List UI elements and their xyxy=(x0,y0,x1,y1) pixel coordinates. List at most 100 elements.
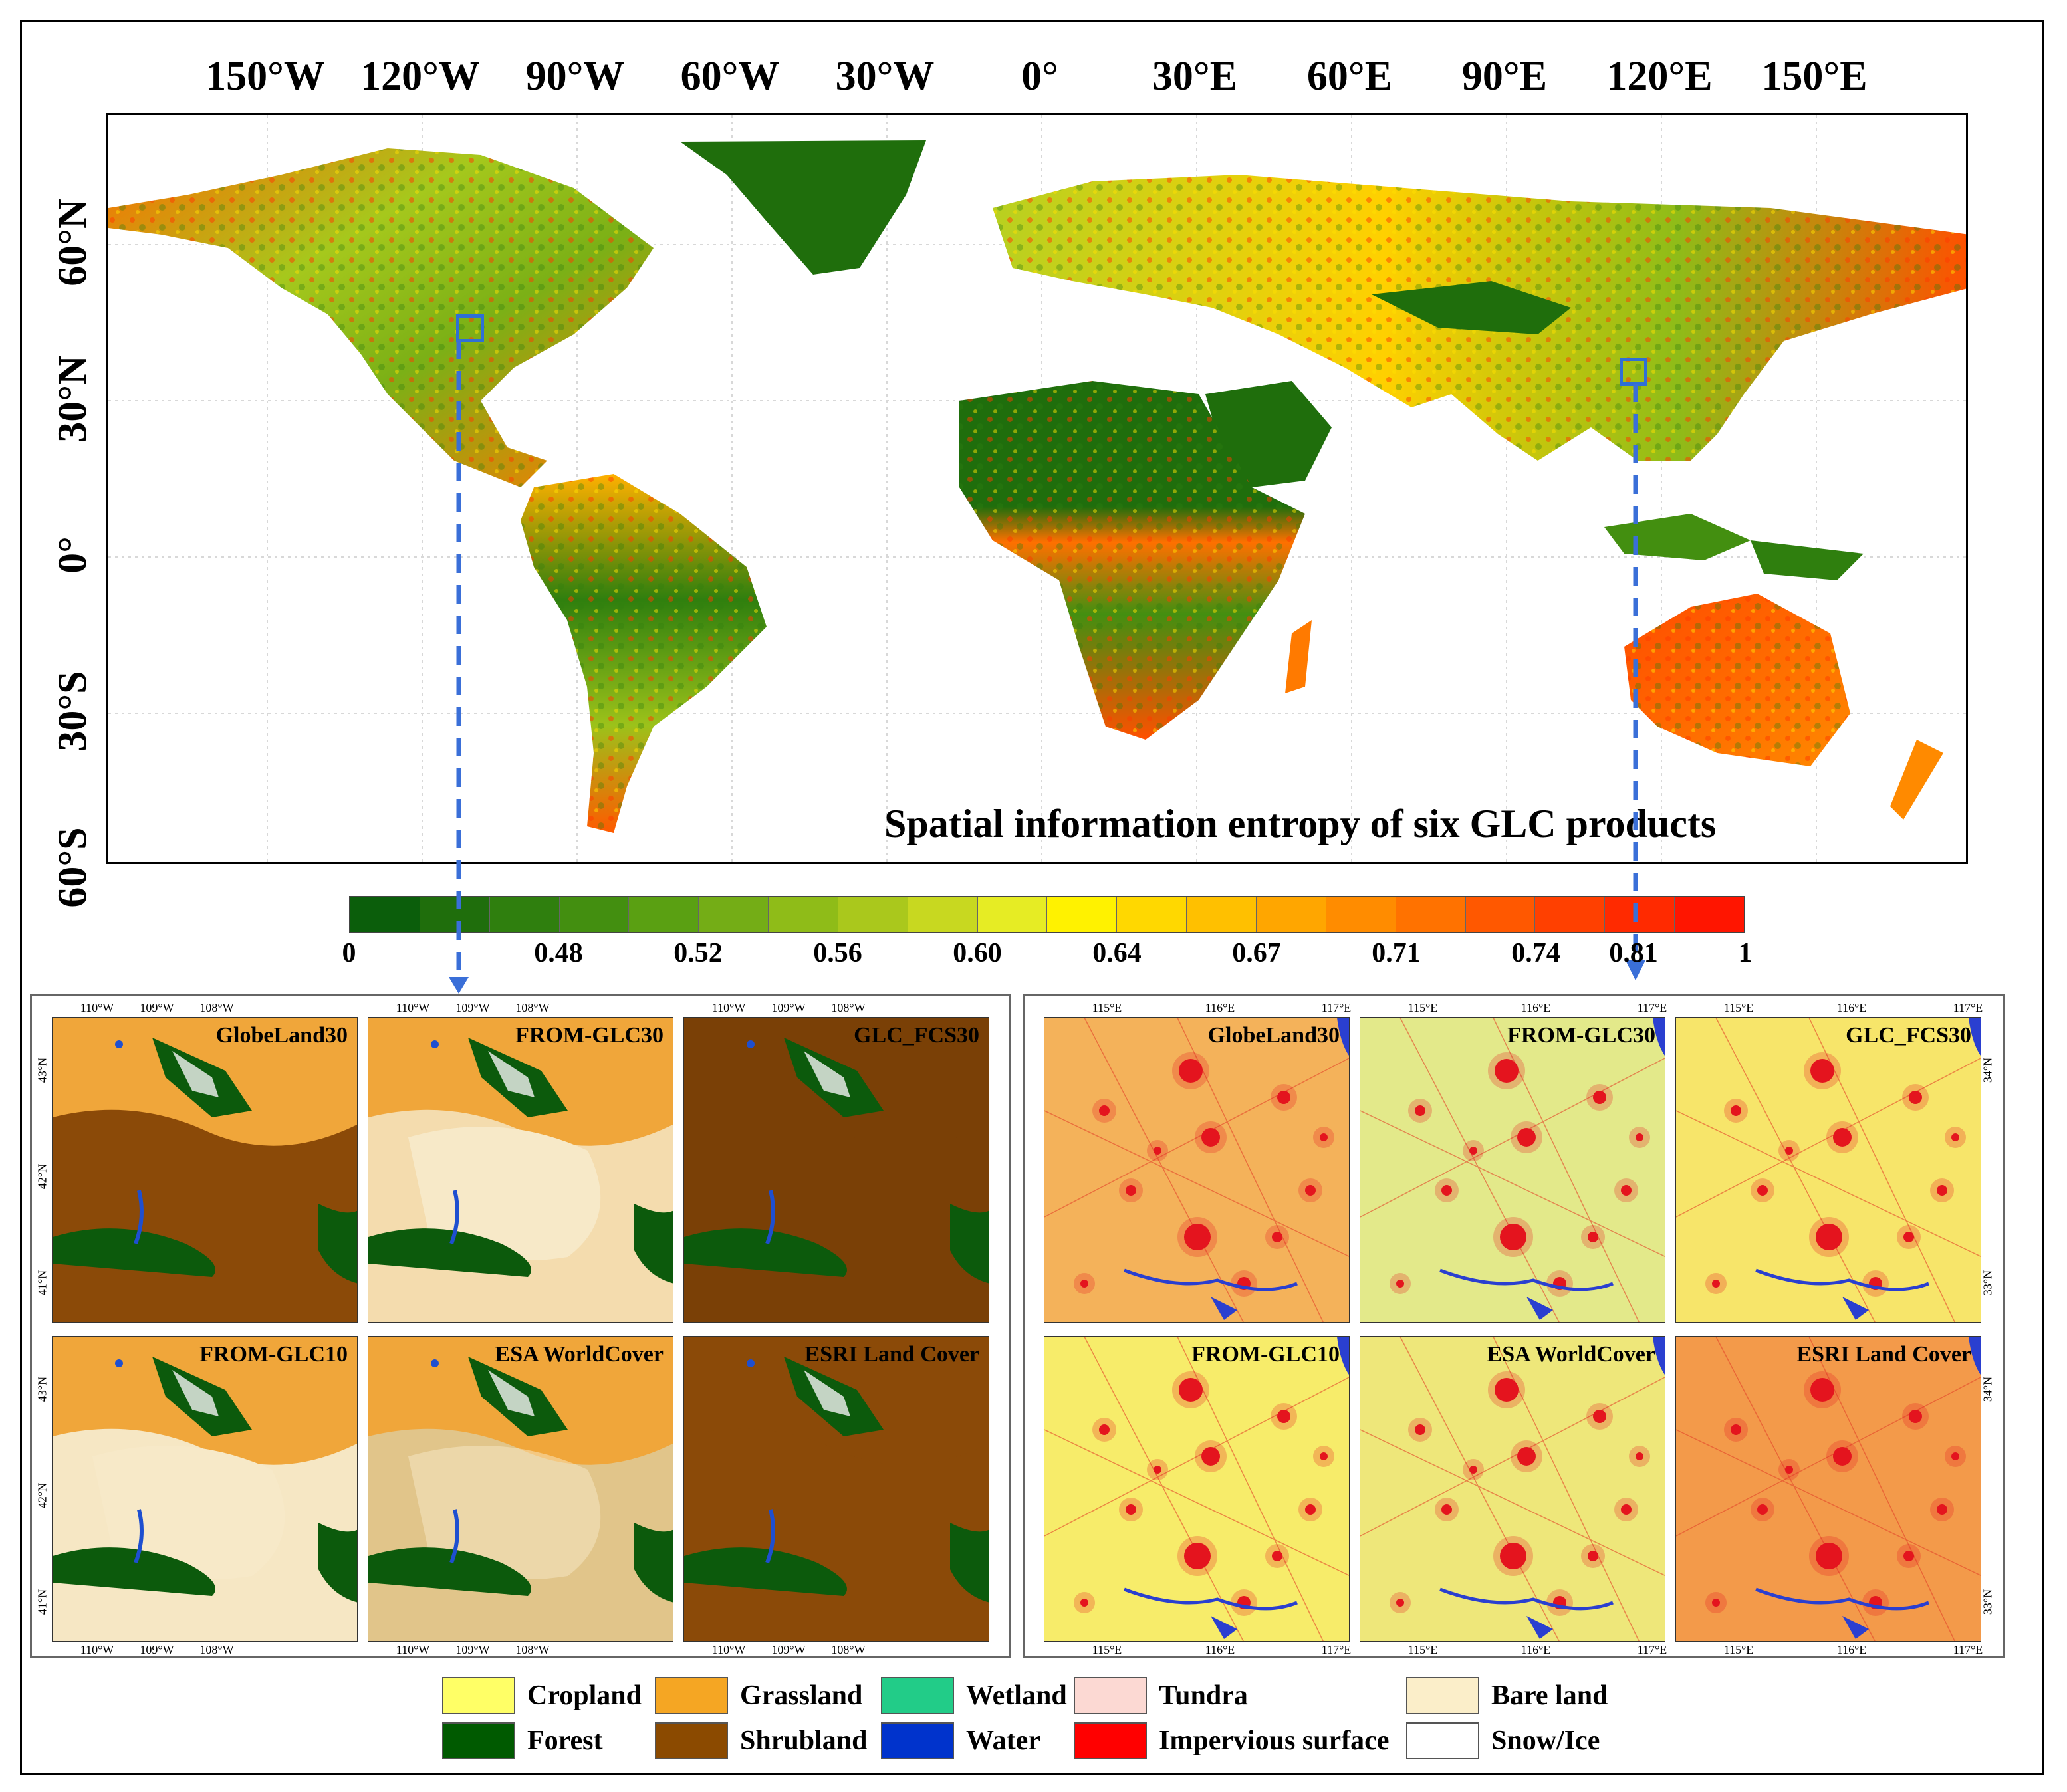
legend-label: Water xyxy=(966,1726,1040,1756)
colorbar-segment xyxy=(1047,897,1118,932)
longitude-label: 120°E xyxy=(1606,54,1713,99)
latitude-label: 30°S xyxy=(50,671,96,752)
tile-lon-tick: 108°W xyxy=(831,1643,866,1656)
land-cover-tile: GlobeLand30 xyxy=(1044,1017,1350,1323)
tile-lon-tick: 108°W xyxy=(831,1001,866,1014)
colorbar-tick-label: 0.81 xyxy=(1609,938,1658,968)
land-cover-tile: GLC_FCS30 xyxy=(1675,1017,1981,1323)
legend-swatch xyxy=(1406,1722,1479,1759)
longitude-label: 120°W xyxy=(360,54,480,99)
land-cover-tile: FROM-GLC30 xyxy=(368,1017,673,1323)
tile-lon-tick: 110°W xyxy=(396,1643,430,1656)
longitude-label: 90°W xyxy=(525,54,625,99)
tile-lat-tick: 42°N xyxy=(35,1163,49,1190)
tile-lon-tick: 115°E xyxy=(1723,1643,1754,1656)
latitude-label: 30°N xyxy=(50,355,96,443)
map-title: Spatial information entropy of six GLC p… xyxy=(884,802,1717,845)
tile-lon-tick: 110°W xyxy=(711,1001,746,1014)
colorbar-segment xyxy=(1117,897,1187,932)
legend-swatch xyxy=(881,1722,954,1759)
longitude-label: 60°E xyxy=(1306,54,1393,99)
entropy-colorbar xyxy=(349,896,1745,933)
colorbar-segment xyxy=(629,897,699,932)
colorbar-segment xyxy=(699,897,769,932)
latitude-label: 0° xyxy=(50,536,96,574)
legend-label: Snow/Ice xyxy=(1491,1726,1600,1756)
region-marker-north-america xyxy=(456,314,484,342)
tile-lon-tick: 116°E xyxy=(1205,1643,1235,1656)
tile-product-label: FROM-GLC10 xyxy=(1191,1342,1340,1367)
arrowhead-left xyxy=(449,977,469,994)
land-cover-tile: FROM-GLC10 xyxy=(1044,1336,1350,1642)
tile-lon-tick: 117°E xyxy=(1953,1643,1983,1656)
tile-product-label: GlobeLand30 xyxy=(1207,1023,1340,1048)
legend-item: Grassland xyxy=(655,1675,862,1716)
legend-item: Wetland xyxy=(881,1675,1067,1716)
tile-lon-tick: 110°W xyxy=(80,1643,114,1656)
legend-item: Tundra xyxy=(1074,1675,1248,1716)
colorbar-tick-label: 1 xyxy=(1738,938,1753,968)
tile-lon-tick: 115°E xyxy=(1092,1643,1122,1656)
legend-label: Forest xyxy=(527,1726,603,1756)
legend-label: Shrubland xyxy=(740,1726,868,1756)
tile-lat-tick: 43°N xyxy=(35,1057,49,1083)
land-cover-tile: FROM-GLC10 xyxy=(52,1336,358,1642)
legend-swatch xyxy=(881,1677,954,1714)
tile-lon-tick: 108°W xyxy=(515,1001,550,1014)
colorbar-segment xyxy=(1465,897,1536,932)
global-entropy-map xyxy=(106,113,1968,864)
colorbar-segment xyxy=(1396,897,1466,932)
tile-lon-tick: 110°W xyxy=(396,1001,430,1014)
tile-lon-tick: 116°E xyxy=(1520,1643,1551,1656)
tile-product-label: ESA WorldCover xyxy=(495,1342,664,1367)
tile-lon-tick: 109°W xyxy=(140,1643,174,1656)
longitude-label: 30°W xyxy=(835,54,935,99)
land-cover-tile: GLC_FCS30 xyxy=(683,1017,989,1323)
tile-lat-tick: 41°N xyxy=(35,1270,49,1296)
legend-swatch xyxy=(1406,1677,1479,1714)
tile-lat-tick: 33°N xyxy=(1981,1589,1995,1615)
legend-swatch xyxy=(442,1677,515,1714)
colorbar-segment xyxy=(1675,897,1744,932)
tile-product-label: FROM-GLC30 xyxy=(1507,1023,1655,1048)
legend-label: Grassland xyxy=(740,1680,863,1711)
tile-lon-tick: 109°W xyxy=(771,1643,806,1656)
longitude-label: 150°E xyxy=(1761,54,1868,99)
colorbar-segment xyxy=(489,897,560,932)
tile-lat-tick: 33°N xyxy=(1981,1270,1995,1296)
colorbar-tick-label: 0.71 xyxy=(1372,938,1421,968)
tile-lon-tick: 117°E xyxy=(1321,1643,1352,1656)
legend-swatch xyxy=(1074,1722,1147,1759)
tile-lon-tick: 115°E xyxy=(1723,1001,1754,1014)
tile-lon-tick: 108°W xyxy=(515,1643,550,1656)
tile-product-label: GLC_FCS30 xyxy=(854,1023,979,1048)
colorbar-segment xyxy=(420,897,490,932)
tile-lon-tick: 117°E xyxy=(1637,1001,1667,1014)
longitude-label: 60°W xyxy=(680,54,780,99)
tile-lon-tick: 109°W xyxy=(771,1001,806,1014)
colorbar-segment xyxy=(838,897,908,932)
colorbar-segment xyxy=(977,897,1048,932)
tile-lon-tick: 116°E xyxy=(1836,1643,1867,1656)
colorbar-segment xyxy=(908,897,978,932)
latitude-label: 60°S xyxy=(50,827,96,908)
colorbar-tick-label: 0.60 xyxy=(953,938,1002,968)
tile-lon-tick: 109°W xyxy=(140,1001,174,1014)
colorbar-tick-label: 0.64 xyxy=(1092,938,1142,968)
world-map-svg xyxy=(108,115,1966,862)
legend-label: Bare land xyxy=(1491,1680,1608,1711)
colorbar-segment xyxy=(769,897,838,932)
longitude-label: 0° xyxy=(1021,54,1058,99)
legend-label: Impervious surface xyxy=(1159,1726,1390,1756)
tile-lon-tick: 116°E xyxy=(1520,1001,1551,1014)
tile-product-label: FROM-GLC10 xyxy=(199,1342,348,1367)
tile-lon-tick: 116°E xyxy=(1836,1001,1867,1014)
longitude-label: 90°E xyxy=(1461,54,1548,99)
tile-lon-tick: 109°W xyxy=(455,1643,490,1656)
legend-swatch xyxy=(442,1722,515,1759)
tile-lon-tick: 115°E xyxy=(1092,1001,1122,1014)
tile-lat-tick: 34°N xyxy=(1981,1376,1995,1402)
figure-frame xyxy=(20,20,2044,1775)
legend-item: Shrubland xyxy=(655,1720,867,1761)
